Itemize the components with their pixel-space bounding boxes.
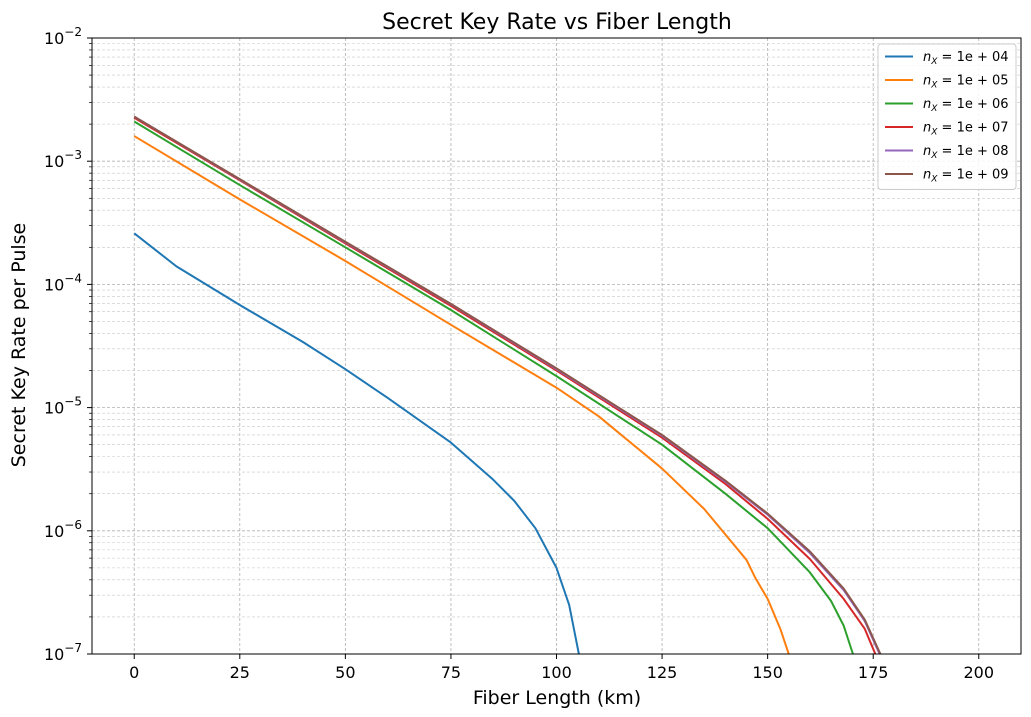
y-tick-label: 10−7: [44, 641, 82, 664]
tick-labels: 0 25 50 75 100 125 150 175 200 10−7 10−6 10−5 10−4 10…: [44, 25, 994, 682]
series-lines: [133, 115, 882, 655]
axes: [87, 37, 1022, 659]
y-tick-label: 10−6: [44, 518, 82, 541]
x-tick-label: 100: [541, 663, 572, 682]
y-tick-label: 10−3: [44, 148, 82, 171]
legend: nX = 1e + 04 nX = 1e + 05 nX = 1e + 06 nX =…: [877, 43, 1017, 190]
x-tick-label: 150: [752, 663, 783, 682]
y-tick-label: 10−5: [44, 395, 82, 418]
legend-label-3: nX = 1e + 06: [923, 97, 1009, 114]
legend-label-4: nX = 1e + 07: [923, 121, 1009, 138]
legend-label-5: nX = 1e + 08: [923, 144, 1009, 161]
series-line-3: [133, 120, 854, 655]
x-tick-label: 125: [647, 663, 678, 682]
y-tick-label: 10−4: [44, 271, 82, 294]
series-line-6: [133, 115, 882, 655]
series-line-2: [133, 135, 790, 655]
x-axis-title: Fiber Length (km): [473, 687, 641, 709]
x-tick-label: 175: [858, 663, 889, 682]
legend-label-2: nX = 1e + 05: [923, 74, 1009, 91]
x-tick-label: 200: [963, 663, 994, 682]
legend-label-1: nX = 1e + 04: [923, 50, 1009, 67]
y-tick-label: 10−2: [44, 25, 82, 48]
x-tick-label: 75: [441, 663, 461, 682]
series-line-1: [133, 232, 580, 655]
x-tick-label: 0: [129, 663, 139, 682]
y-axis-title: Secret Key Rate per Pulse: [8, 223, 30, 468]
legend-label-6: nX = 1e + 09: [923, 168, 1009, 185]
chart-title: Secret Key Rate vs Fiber Length: [382, 10, 732, 35]
x-tick-label: 50: [335, 663, 355, 682]
x-tick-label: 25: [230, 663, 250, 682]
